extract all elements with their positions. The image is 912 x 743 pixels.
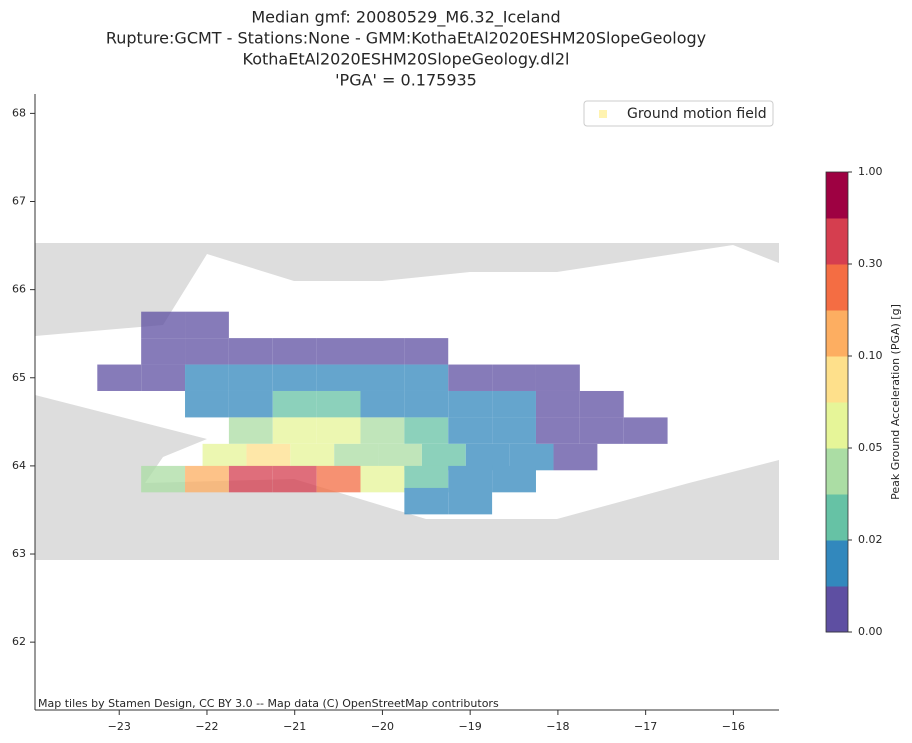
chart-title: Rupture:GCMT - Stations:None - GMM:Kotha…	[106, 29, 706, 48]
gmf-cell	[579, 417, 624, 444]
gmf-cell	[228, 338, 273, 365]
legend-label: Ground motion field	[627, 106, 767, 122]
gmf-cell	[448, 487, 493, 515]
gmf-cell	[228, 417, 273, 444]
colorbar-segment	[826, 402, 848, 449]
gmf-cell	[535, 390, 580, 418]
legend: Ground motion field	[583, 100, 774, 127]
gmf-cell	[360, 465, 405, 493]
colorbar-tick-label: 0.02	[858, 533, 883, 546]
attribution: Map tiles by Stamen Design, CC BY 3.0 --…	[38, 697, 499, 710]
chart-title: 'PGA' = 0.175935	[335, 71, 477, 90]
gmf-cell	[535, 364, 580, 391]
gmf-cell	[97, 364, 142, 391]
gmf-cell	[448, 390, 493, 418]
gmf-cell	[141, 364, 186, 391]
gmf-cell	[360, 364, 405, 391]
gmf-cell	[185, 311, 229, 339]
colorbar-segment	[826, 540, 848, 587]
chart-title: KothaEtAl2020ESHM20SlopeGeology.dl2l	[243, 50, 570, 69]
gmf-cell	[535, 417, 580, 444]
gmf-cell	[360, 390, 405, 418]
y-tick-label: 67	[12, 195, 26, 208]
gmf-cell	[316, 364, 361, 391]
gmf-cell	[185, 465, 229, 493]
legend-marker	[599, 110, 607, 118]
y-tick-label: 68	[12, 106, 26, 119]
y-tick-label: 62	[12, 635, 26, 648]
y-tick-label: 66	[12, 283, 26, 296]
colorbar-segment	[826, 448, 848, 495]
colorbar-segment	[826, 494, 848, 541]
x-tick-label: −21	[283, 720, 306, 733]
gmf-cell	[404, 364, 449, 391]
gmf-cell	[623, 417, 668, 444]
gmf-cell	[185, 364, 229, 391]
gmf-cell	[141, 311, 186, 339]
colorbar-tick-label: 0.00	[858, 625, 883, 638]
gmf-cell	[316, 390, 361, 418]
gmf-cell	[228, 390, 273, 418]
gmf-cell	[553, 443, 598, 471]
x-tick-label: −22	[195, 720, 218, 733]
gmf-cell	[492, 390, 536, 418]
colorbar-tick-label: 0.30	[858, 257, 883, 270]
colorbar-segment	[826, 264, 848, 311]
gmf-cell	[185, 338, 229, 365]
gmf-cell	[272, 390, 317, 418]
gmf-cell	[228, 364, 273, 391]
gmf-cell	[185, 390, 229, 418]
gmf-cell	[448, 465, 493, 493]
gmf-cell	[492, 465, 536, 493]
gmf-cell	[404, 487, 449, 515]
x-tick-label: −17	[634, 720, 657, 733]
x-tick-label: −23	[108, 720, 131, 733]
colorbar-label: Peak Ground Acceleration (PGA) [g]	[889, 304, 902, 500]
gmf-cell	[448, 417, 493, 444]
gmf-cell	[272, 417, 317, 444]
ground-motion-field	[97, 311, 668, 515]
y-tick-label: 64	[12, 459, 26, 472]
gmf-cell	[272, 465, 317, 493]
gmf-cell	[404, 338, 449, 365]
colorbar-frame	[825, 171, 849, 633]
x-tick-label: −19	[459, 720, 482, 733]
gmf-cell	[579, 390, 624, 418]
gmf-cell	[141, 465, 186, 493]
gmf-cell	[404, 417, 449, 444]
gmf-cell	[228, 465, 273, 493]
gmf-cell	[404, 390, 449, 418]
colorbar-tick-label: 0.05	[858, 441, 883, 454]
colorbar-tick-label: 1.00	[858, 165, 883, 178]
gmf-cell	[492, 364, 536, 391]
gmf-cell	[360, 338, 405, 365]
colorbar-segment	[826, 586, 848, 633]
colorbar-segment	[826, 172, 848, 219]
gmf-cell	[448, 364, 493, 391]
chart-title: Median gmf: 20080529_M6.32_Iceland	[251, 8, 560, 28]
colorbar-segment	[826, 356, 848, 403]
gmf-cell	[360, 417, 405, 444]
gmf-cell	[272, 338, 317, 365]
gmf-cell	[404, 465, 449, 493]
x-tick-label: −18	[546, 720, 569, 733]
x-tick-label: −20	[371, 720, 394, 733]
x-tick-label: −16	[722, 720, 745, 733]
gmf-cell	[316, 465, 361, 493]
colorbar-tick-label: 0.10	[858, 349, 883, 362]
legend-box	[583, 100, 774, 127]
gmf-cell	[492, 417, 536, 444]
y-tick-label: 63	[12, 547, 26, 560]
gmf-cell	[316, 417, 361, 444]
y-tick-label: 65	[12, 371, 26, 384]
colorbar-segment	[826, 310, 848, 357]
gmf-cell	[272, 364, 317, 391]
gmf-cell	[141, 338, 186, 365]
colorbar-segment	[826, 218, 848, 265]
gmf-cell	[316, 338, 361, 365]
